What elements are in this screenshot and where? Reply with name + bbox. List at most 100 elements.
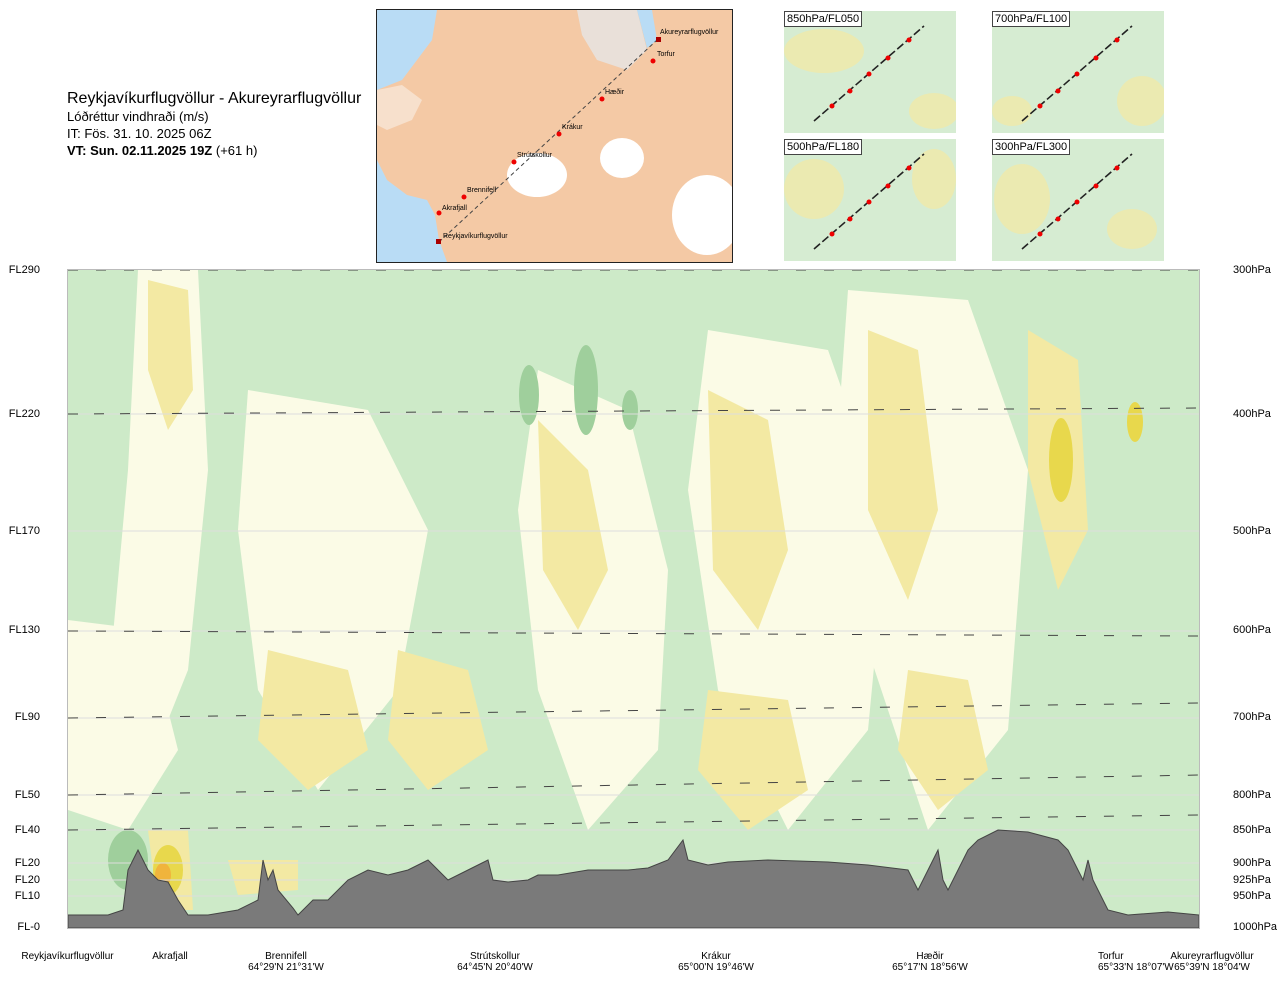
mini-map-500: 500hPa/FL180 — [784, 139, 956, 261]
waypoint-name: Akureyrarflugvöllur — [1170, 951, 1254, 962]
flight-level-label: FL220 — [8, 408, 40, 420]
flight-level-label: FL90 — [14, 711, 40, 723]
flight-level-label: FL20 — [14, 874, 40, 886]
map-label: Strútskollur — [517, 152, 553, 159]
waypoint-marker — [650, 58, 656, 64]
land-west — [377, 85, 422, 130]
waypoint-marker — [556, 131, 562, 137]
valid-time: VT: Sun. 02.11.2025 19Z — [67, 143, 213, 158]
strong-lift-region — [1049, 418, 1073, 502]
pressure-level-label: 400hPa — [1233, 408, 1271, 420]
flight-level-label: FL130 — [8, 624, 40, 636]
map-label: Hæðir — [605, 88, 625, 96]
airport-marker — [656, 37, 661, 42]
glacier-1 — [507, 153, 567, 197]
glacier-2 — [600, 138, 644, 178]
lift-region — [258, 650, 368, 790]
lead-time: (+61 h) — [215, 143, 258, 158]
pressure-level-label: 800hPa — [1233, 789, 1271, 801]
pressure-level-label: 1000hPa — [1233, 921, 1278, 933]
pressure-level-label: 925hPa — [1233, 874, 1271, 886]
map-label: Akureyrarflugvöllur — [660, 29, 719, 36]
pressure-level-label: 850hPa — [1233, 824, 1271, 836]
mini-map-svg — [784, 11, 956, 133]
mini-map-850: 850hPa/FL050 — [784, 11, 956, 133]
flight-level-label: FL-0 — [17, 921, 40, 933]
route-title: Reykjavíkurflugvöllur - Akureyrarflugvöl… — [67, 90, 362, 107]
mini-map-300: 300hPa/FL300 — [992, 139, 1164, 261]
pressure-level-label: 700hPa — [1233, 711, 1271, 723]
waypoint-marker — [511, 159, 517, 165]
map-label: Akrafjall — [442, 205, 467, 212]
waypoint-name: Krákur — [701, 951, 731, 962]
lift-region — [538, 420, 608, 630]
cross-section-plot — [67, 269, 1200, 929]
strong-lift-region — [1127, 402, 1143, 442]
mini-map-label: 300hPa/FL300 — [992, 139, 1071, 155]
waypoint-coord: 65°17'N 18°56'W — [892, 962, 968, 973]
waypoint-coord: 65°39'N 18°04'W — [1174, 962, 1250, 973]
lift-region — [708, 390, 788, 630]
pressure-level-label: 300hPa — [1233, 264, 1271, 276]
flight-level-label: FL50 — [14, 789, 40, 801]
lift-region — [868, 330, 938, 600]
land-area — [377, 10, 732, 262]
waypoint-coord: 64°29'N 21°31'W — [248, 962, 324, 973]
waypoint-label: Torfur 65°33'N 18°07'W — [1098, 951, 1174, 973]
route-line — [438, 39, 658, 243]
flight-level-label: FL40 — [14, 824, 40, 836]
route-overview-map: Akureyrarflugvöllur Torfur Hæðir Krákur … — [376, 9, 733, 263]
map-label: Torfur — [657, 51, 676, 58]
issue-time: IT: Fös. 31. 10. 2025 06Z — [67, 126, 212, 141]
mini-map-svg — [992, 139, 1164, 261]
waypoint-coord: 65°33'N 18°07'W — [1098, 962, 1174, 973]
flight-level-label: FL20 — [14, 857, 40, 869]
waypoint-name: Torfur — [1098, 951, 1124, 962]
pressure-level-label: 950hPa — [1233, 890, 1271, 902]
pressure-level-label: 500hPa — [1233, 525, 1271, 537]
waypoint-label: Akrafjall — [140, 951, 200, 962]
flight-level-label: FL290 — [8, 264, 40, 276]
waypoint-name: Brennifell — [265, 951, 307, 962]
parameter-label: Lóðréttur vindhraði (m/s) — [67, 109, 209, 124]
waypoint-name: Strútskollur — [469, 951, 520, 962]
cross-section-svg — [68, 270, 1199, 928]
mini-map-svg — [992, 11, 1164, 133]
strong-sink-region — [622, 390, 638, 430]
mini-map-svg — [784, 139, 956, 261]
lift-region — [388, 650, 488, 790]
waypoint-name: Hæðir — [916, 951, 944, 962]
waypoint-marker — [599, 96, 605, 102]
flight-level-label: FL10 — [14, 890, 40, 902]
wind-barbs — [68, 270, 1199, 831]
waypoint-name: Reykjavíkurflugvöllur — [21, 951, 114, 962]
waypoint-label: Reykjavíkurflugvöllur — [10, 951, 125, 962]
map-label: Reykjavíkurflugvöllur — [443, 233, 508, 240]
highlands — [577, 10, 647, 70]
waypoint-label: Hæðir 65°17'N 18°56'W — [882, 951, 978, 973]
valid-time-line: VT: Sun. 02.11.2025 19Z (+61 h) — [67, 143, 257, 158]
glacier-3 — [672, 175, 732, 255]
mini-map-700: 700hPa/FL100 — [992, 11, 1164, 133]
waypoint-label: Akureyrarflugvöllur 65°39'N 18°04'W — [1152, 951, 1272, 973]
map-label: Brennifell — [467, 187, 497, 194]
route-map-svg: Akureyrarflugvöllur Torfur Hæðir Krákur … — [377, 10, 732, 262]
mini-map-label: 700hPa/FL100 — [992, 11, 1071, 27]
terrain-profile — [68, 829, 1199, 928]
pressure-level-label: 600hPa — [1233, 624, 1271, 636]
pressure-level-label: 900hPa — [1233, 857, 1271, 869]
map-label: Krákur — [562, 124, 583, 131]
lift-region — [148, 280, 193, 430]
waypoint-label: Strútskollur 64°45'N 20°40'W — [447, 951, 543, 973]
waypoint-label: Brennifell 64°29'N 21°31'W — [238, 951, 334, 973]
strong-sink-region — [519, 365, 539, 425]
flight-level-label: FL170 — [8, 525, 40, 537]
fjord — [637, 10, 657, 48]
waypoint-coord: 64°45'N 20°40'W — [457, 962, 533, 973]
strong-sink-region — [574, 345, 598, 435]
waypoint-coord: 65°00'N 19°46'W — [678, 962, 754, 973]
mini-map-label: 500hPa/FL180 — [784, 139, 863, 155]
waypoint-name: Akrafjall — [152, 951, 188, 962]
airport-marker — [436, 239, 441, 244]
waypoint-label: Krákur 65°00'N 19°46'W — [668, 951, 764, 973]
